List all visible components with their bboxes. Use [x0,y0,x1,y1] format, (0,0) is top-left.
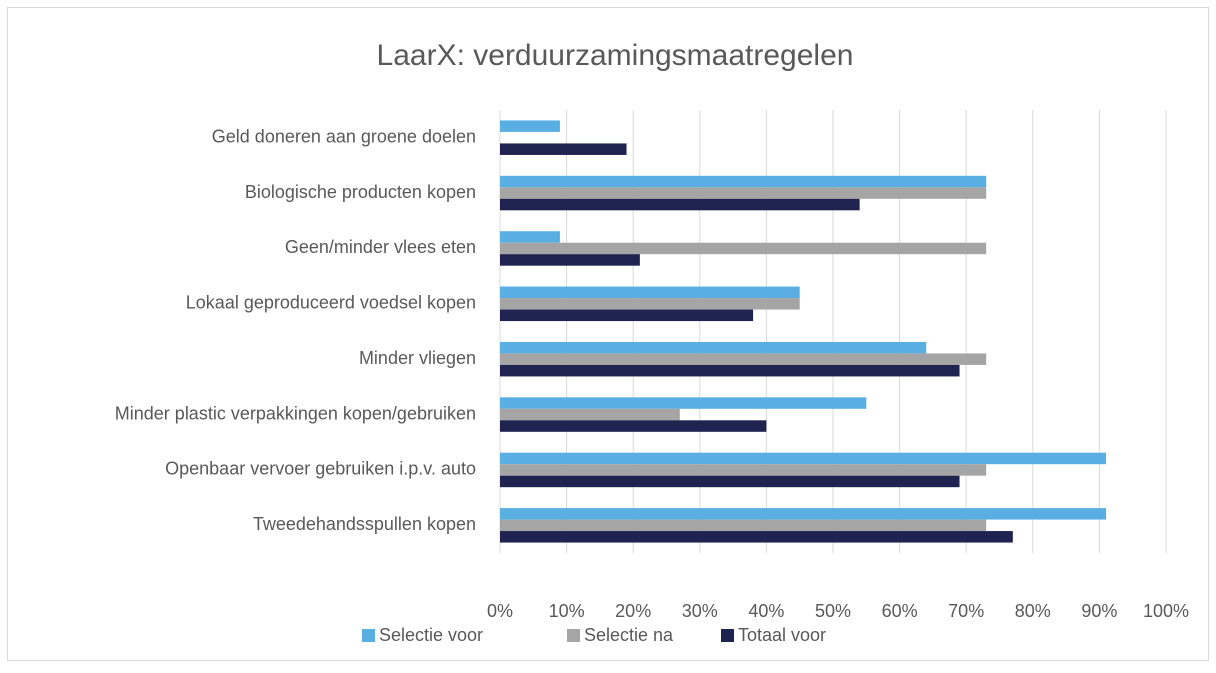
chart-frame [7,7,1209,661]
bar [500,508,1107,520]
bar [500,175,987,188]
x-tick-label: 100% [1143,601,1189,621]
legend-label: Totaal voor [738,625,826,645]
x-tick-label: 60% [882,601,918,621]
bar [500,309,754,322]
bar [500,464,987,476]
legend-label: Selectie voor [379,625,483,645]
x-tick-label: 40% [748,601,784,621]
bar [500,298,800,310]
x-tick-label: 50% [815,601,851,621]
x-tick-label: 20% [615,601,651,621]
bar [500,353,987,365]
bar [500,254,640,266]
bar [500,420,767,432]
category-label: Minder vliegen [359,348,476,368]
category-label: Minder plastic verpakkingen kopen/gebrui… [115,403,476,423]
x-tick-label: 30% [682,601,718,621]
x-tick-label: 90% [1081,601,1117,621]
bar [500,198,860,211]
legend-label: Selectie na [584,625,674,645]
legend-swatch [721,629,734,642]
x-tick-label: 0% [487,601,513,621]
category-label: Lokaal geproduceerd voedsel kopen [186,293,476,313]
category-label: Openbaar vervoer gebruiken i.p.v. auto [165,459,476,479]
legend-swatch [567,629,580,642]
bar [500,231,560,243]
bar [500,187,987,199]
x-tick-label: 70% [948,601,984,621]
x-tick-label: 80% [1015,601,1051,621]
chart-title: LaarX: verduurzamingsmaatregelen [377,39,854,72]
bar [500,242,987,255]
category-label: Geld doneren aan groene doelen [212,126,476,146]
bar [500,286,800,299]
bar [500,364,960,377]
category-label: Tweedehandsspullen kopen [253,514,476,534]
bar [500,120,560,132]
bar [500,341,927,354]
bar [500,475,960,488]
bar [500,452,1107,465]
x-tick-label: 10% [549,601,585,621]
bar [500,143,627,155]
category-label: Geen/minder vlees eten [285,237,476,257]
legend-swatch [362,629,375,642]
bar [500,519,987,532]
bar [500,408,680,421]
bar [500,397,867,409]
category-label: Biologische producten kopen [245,182,476,202]
bar [500,531,1013,543]
